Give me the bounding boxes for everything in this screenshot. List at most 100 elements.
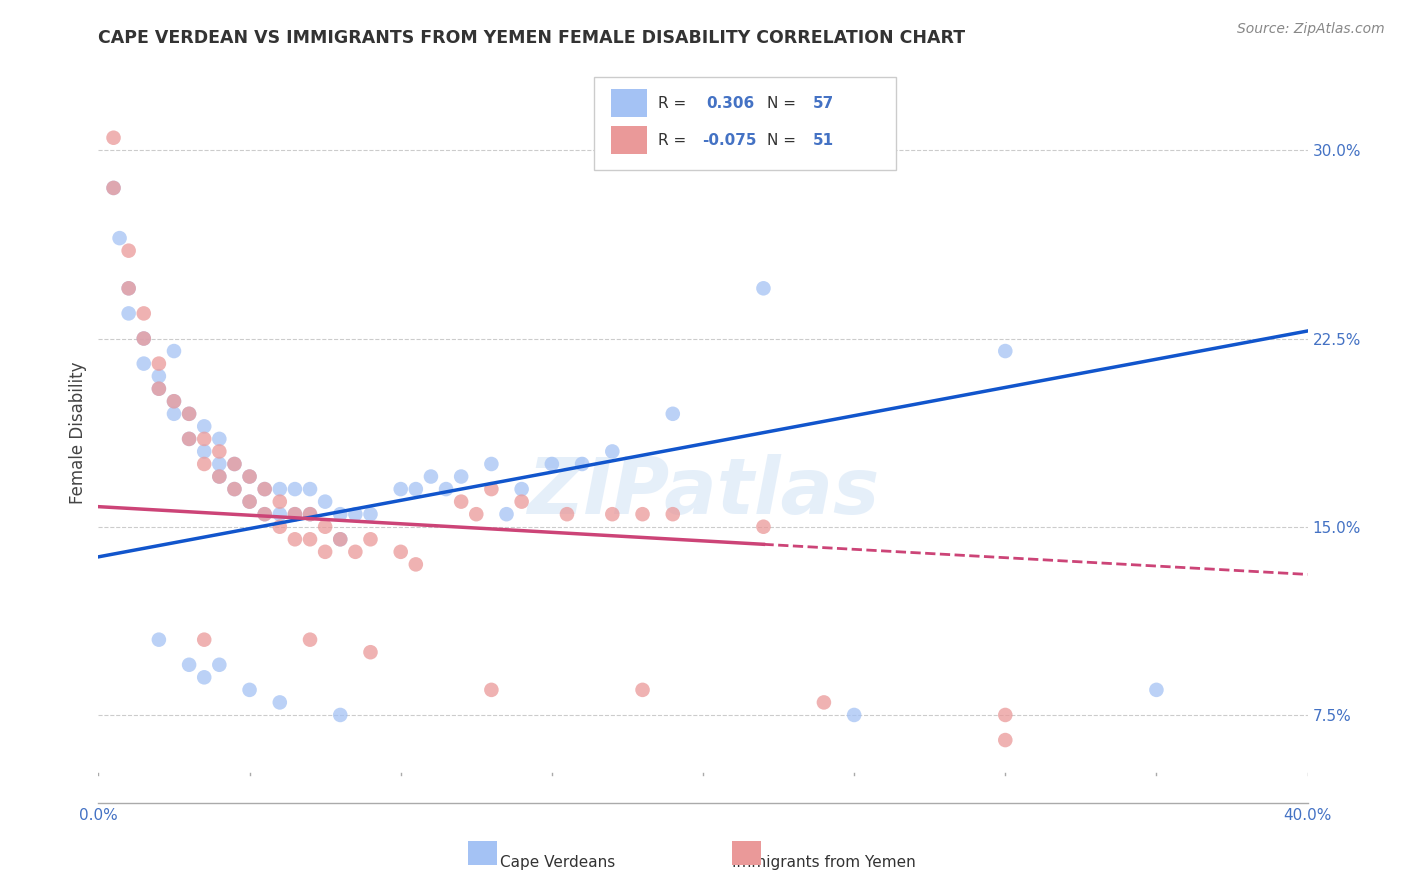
Point bbox=[239, 682, 262, 697]
Point bbox=[344, 545, 367, 559]
Text: CAPE VERDEAN VS IMMIGRANTS FROM YEMEN FEMALE DISABILITY CORRELATION CHART: CAPE VERDEAN VS IMMIGRANTS FROM YEMEN FE… bbox=[98, 29, 966, 47]
Point bbox=[844, 708, 866, 723]
Point bbox=[253, 482, 276, 496]
Text: 51: 51 bbox=[813, 133, 834, 148]
Point bbox=[269, 520, 291, 534]
Point bbox=[179, 657, 201, 672]
Point bbox=[752, 520, 775, 534]
Point bbox=[329, 533, 352, 547]
Point bbox=[813, 695, 835, 709]
Point bbox=[239, 469, 262, 483]
Text: -0.075: -0.075 bbox=[702, 133, 756, 148]
Point bbox=[314, 545, 336, 559]
Point bbox=[481, 482, 503, 496]
Point bbox=[661, 507, 683, 521]
Point bbox=[405, 558, 427, 572]
Point bbox=[148, 357, 170, 371]
Point bbox=[389, 545, 412, 559]
Text: 0.306: 0.306 bbox=[707, 95, 755, 111]
Point bbox=[481, 682, 503, 697]
Point bbox=[224, 457, 246, 471]
Point bbox=[193, 670, 215, 684]
Point bbox=[224, 482, 246, 496]
Point bbox=[299, 507, 322, 521]
Point bbox=[631, 682, 654, 697]
Point bbox=[540, 457, 562, 471]
Point bbox=[163, 394, 186, 409]
Text: Source: ZipAtlas.com: Source: ZipAtlas.com bbox=[1237, 22, 1385, 37]
Point bbox=[208, 469, 231, 483]
Point bbox=[253, 507, 276, 521]
FancyBboxPatch shape bbox=[612, 126, 647, 154]
Point bbox=[269, 507, 291, 521]
Point bbox=[299, 482, 322, 496]
Point bbox=[253, 482, 276, 496]
Point bbox=[269, 482, 291, 496]
Point bbox=[314, 494, 336, 508]
Point bbox=[148, 382, 170, 396]
Point bbox=[193, 632, 215, 647]
Point bbox=[450, 469, 472, 483]
Point bbox=[193, 419, 215, 434]
Point bbox=[661, 407, 683, 421]
Point bbox=[284, 507, 307, 521]
Point bbox=[602, 507, 624, 521]
Point bbox=[329, 507, 352, 521]
Point bbox=[631, 507, 654, 521]
Point bbox=[284, 482, 307, 496]
Point bbox=[495, 507, 517, 521]
Point bbox=[510, 482, 533, 496]
Point bbox=[329, 533, 352, 547]
Point bbox=[103, 181, 125, 195]
Point bbox=[1144, 682, 1167, 697]
FancyBboxPatch shape bbox=[612, 89, 647, 117]
Text: Immigrants from Yemen: Immigrants from Yemen bbox=[733, 855, 915, 870]
Text: R =: R = bbox=[658, 95, 692, 111]
Point bbox=[148, 369, 170, 384]
Point bbox=[163, 344, 186, 359]
Point bbox=[405, 482, 427, 496]
Point bbox=[163, 407, 186, 421]
Text: Cape Verdeans: Cape Verdeans bbox=[501, 855, 616, 870]
Point bbox=[163, 394, 186, 409]
Point bbox=[994, 344, 1017, 359]
Point bbox=[118, 306, 141, 320]
Point bbox=[179, 407, 201, 421]
Point bbox=[132, 357, 155, 371]
Point bbox=[299, 507, 322, 521]
Y-axis label: Female Disability: Female Disability bbox=[69, 361, 87, 504]
Point bbox=[450, 494, 472, 508]
Point bbox=[555, 507, 578, 521]
Point bbox=[269, 695, 291, 709]
Point bbox=[465, 507, 488, 521]
Point bbox=[360, 533, 382, 547]
FancyBboxPatch shape bbox=[595, 78, 897, 169]
Point bbox=[208, 457, 231, 471]
Point bbox=[299, 533, 322, 547]
Point bbox=[602, 444, 624, 458]
Point bbox=[314, 520, 336, 534]
Point bbox=[208, 432, 231, 446]
Point bbox=[179, 407, 201, 421]
Point bbox=[253, 507, 276, 521]
Point bbox=[239, 494, 262, 508]
Point bbox=[193, 457, 215, 471]
Point bbox=[510, 494, 533, 508]
Point bbox=[224, 457, 246, 471]
Text: N =: N = bbox=[768, 95, 801, 111]
Point bbox=[132, 331, 155, 345]
Point bbox=[179, 432, 201, 446]
Point bbox=[208, 444, 231, 458]
Point bbox=[118, 281, 141, 295]
Point bbox=[752, 281, 775, 295]
Point bbox=[571, 457, 593, 471]
FancyBboxPatch shape bbox=[468, 841, 498, 865]
Point bbox=[329, 708, 352, 723]
Point bbox=[118, 244, 141, 258]
Point bbox=[360, 507, 382, 521]
Point bbox=[179, 432, 201, 446]
Point bbox=[148, 632, 170, 647]
Point bbox=[434, 482, 457, 496]
Text: ZIPatlas: ZIPatlas bbox=[527, 454, 879, 530]
Point bbox=[344, 507, 367, 521]
